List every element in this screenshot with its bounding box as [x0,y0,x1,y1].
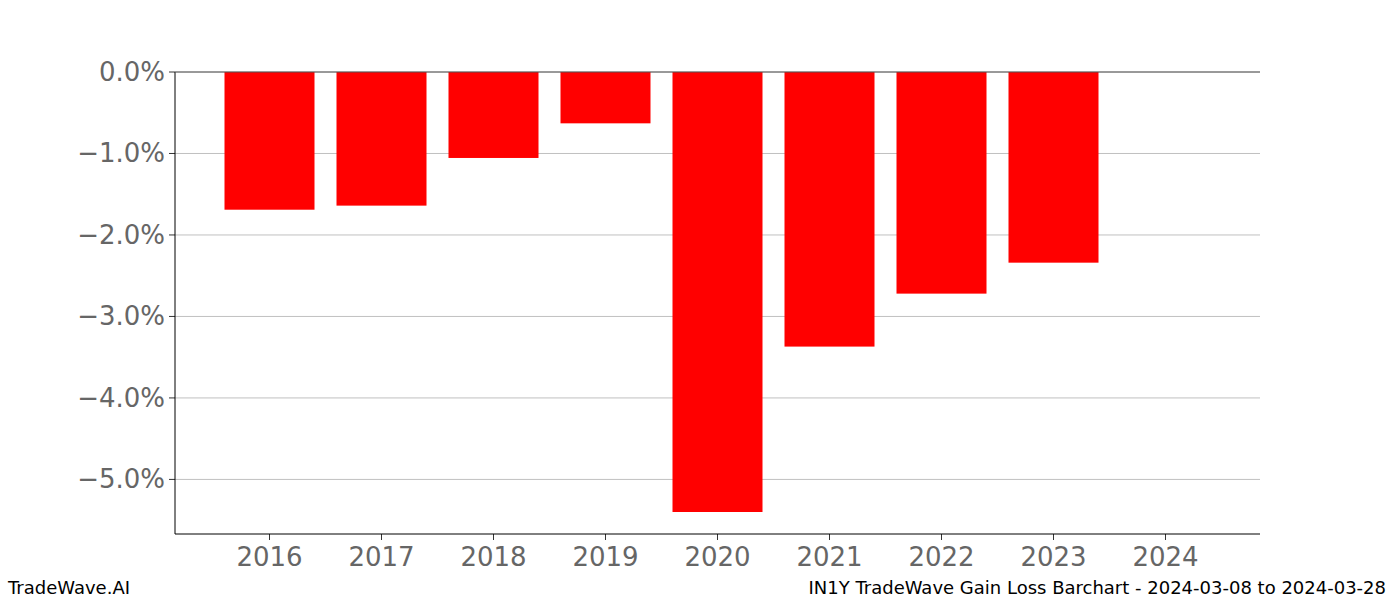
bar [449,72,539,158]
bar [1009,72,1099,263]
tick-label: 2020 [684,542,750,572]
tick-mark [605,534,606,540]
bars [225,72,1099,512]
watermark: TradeWave.AI [7,577,130,598]
bar [897,72,987,294]
bar [561,72,651,123]
chart: 0.0% −1.0% −2.0% −3.0% −4.0% −5.0% 2016 2017 201… [0,0,1400,600]
tick-label: −3.0% [77,301,165,331]
tick-mark [1053,534,1054,540]
tick-label: 2019 [572,542,638,572]
tick-label: 2021 [796,542,862,572]
tick-label: 2018 [460,542,526,572]
tick-mark [169,397,175,398]
tick-label: 2022 [908,542,974,572]
grid-line [175,72,1260,73]
tick-mark [169,316,175,317]
tick-label: −5.0% [77,464,165,494]
bar [337,72,427,206]
tick-label: 2023 [1020,542,1086,572]
tick-mark [717,534,718,540]
tick-mark [169,479,175,480]
tick-mark [169,72,175,73]
tick-mark [269,534,270,540]
bar [673,72,763,512]
tick-label: 2017 [348,542,414,572]
bar [225,72,315,210]
tick-label: −1.0% [77,138,165,168]
tick-mark [941,534,942,540]
tick-label: 2016 [236,542,302,572]
tick-mark [1165,534,1166,540]
tick-label: 2024 [1132,542,1198,572]
title: IN1Y TradeWave Gain Loss Barchart - 2024… [808,577,1386,598]
tick-mark [169,234,175,235]
tick-mark [381,534,382,540]
tick-label: −4.0% [77,383,165,413]
tick-mark [493,534,494,540]
bar [785,72,875,347]
axis-line [175,72,176,534]
tick-label: 0.0% [99,57,165,87]
tick-mark [829,534,830,540]
axis-line [175,72,1260,73]
tick-label: −2.0% [77,220,165,250]
axis-line [175,534,1260,535]
tick-mark [169,153,175,154]
